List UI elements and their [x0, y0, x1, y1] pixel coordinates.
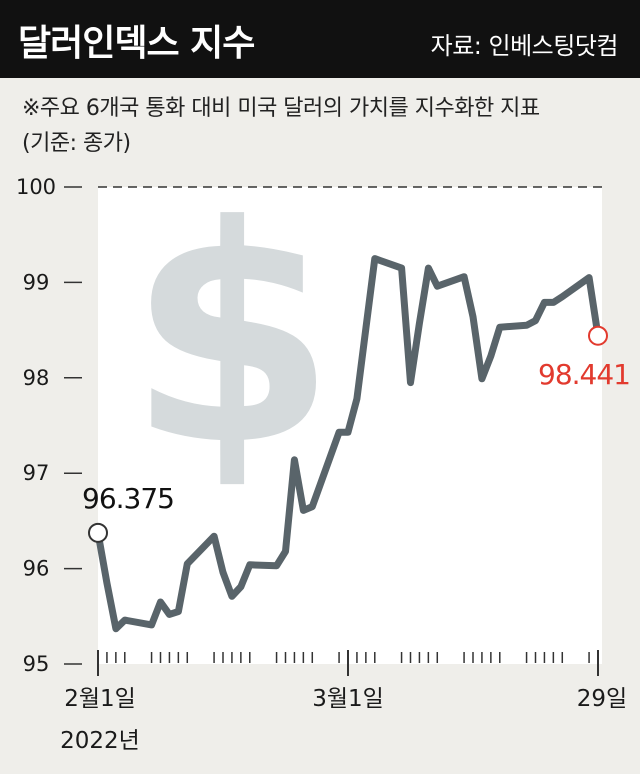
source-label: 자료: 인베스팅닷컴: [430, 32, 619, 60]
y-tick-label: 95: [23, 652, 50, 676]
x-year-label: 2022년: [60, 728, 140, 754]
x-tick-label-march: 3월1일: [312, 686, 384, 712]
start-value-label: 96.375: [82, 482, 174, 515]
header-bar: 달러인덱스 지수 자료: 인베스팅닷컴: [0, 0, 640, 78]
y-tick-label: 100: [16, 175, 56, 199]
chart-basis-note: (기준: 종가): [22, 131, 131, 156]
end-point-marker: [588, 325, 608, 346]
svg-text:$: $: [128, 162, 337, 511]
dollar-sign-icon: $: [128, 162, 337, 511]
y-tick-label: 97: [23, 461, 50, 485]
x-tick-label-end: 29일: [577, 686, 627, 712]
series-line: [94, 255, 602, 633]
y-tick-label: 99: [23, 270, 50, 294]
y-tick-label: 98: [23, 366, 50, 390]
chart-title: 달러인덱스 지수: [18, 23, 255, 64]
chart-note: ※주요 6개국 통화 대비 미국 달러의 가치를 지수화한 지표: [22, 96, 540, 121]
end-value-label: 98.441: [538, 358, 630, 391]
y-tick-label: 96: [23, 557, 50, 581]
x-tick-label-start: 2월1일: [64, 686, 136, 712]
start-point-marker: [88, 522, 108, 543]
